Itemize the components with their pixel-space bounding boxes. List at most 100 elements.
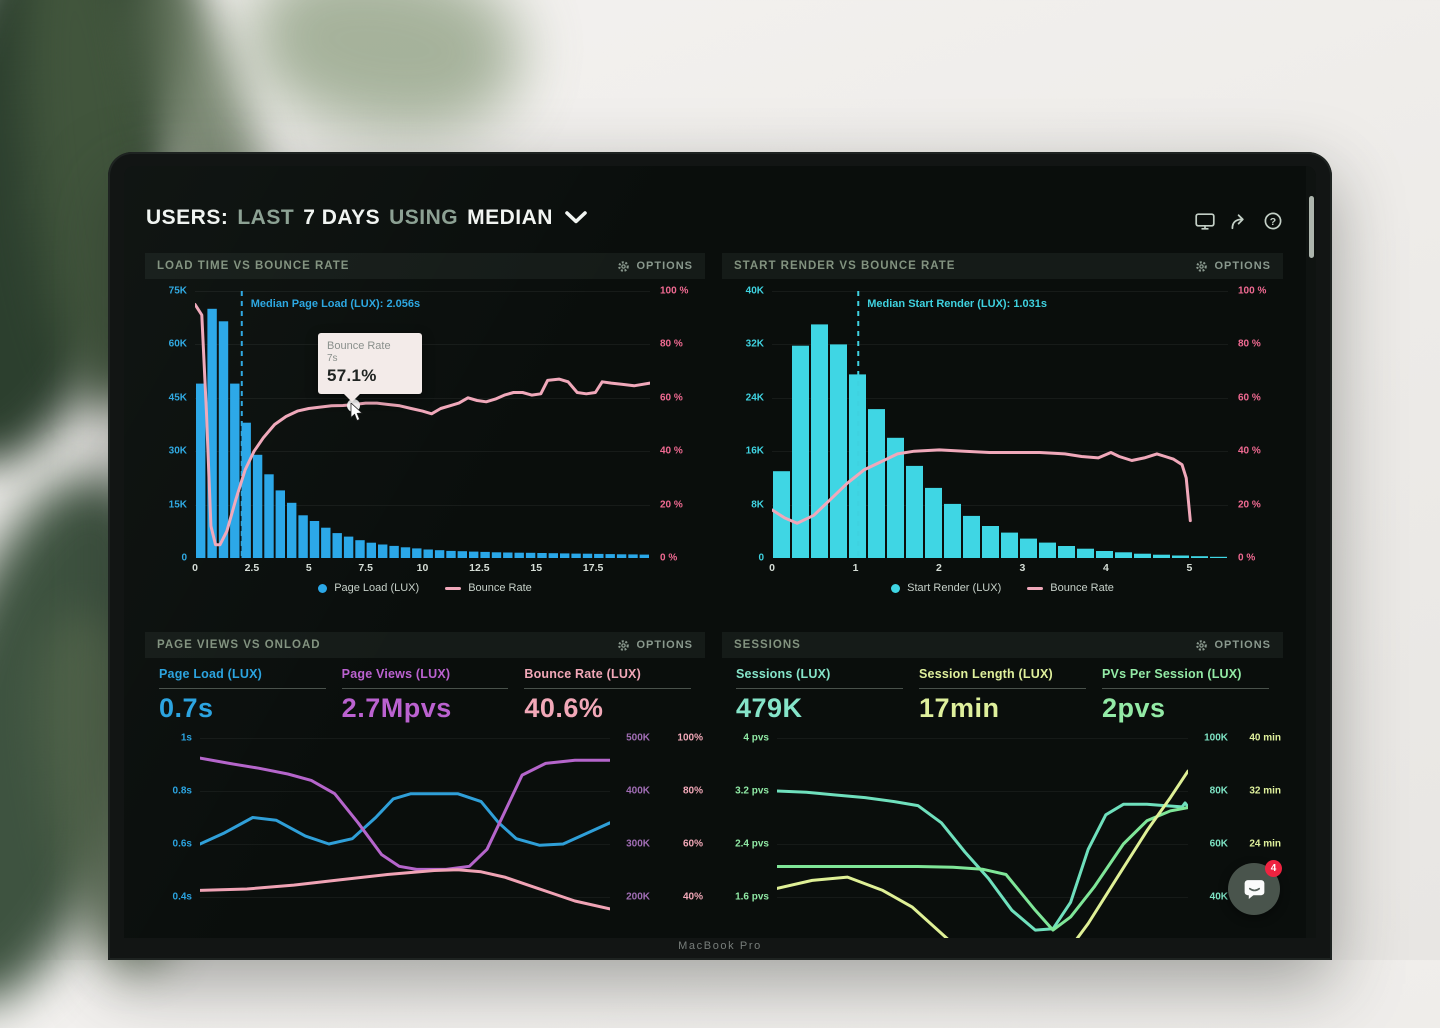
histogram-bar[interactable]	[811, 324, 828, 558]
histogram-bar[interactable]	[887, 437, 904, 558]
axis-tick: 3.2 pvs	[735, 785, 769, 797]
histogram-bar[interactable]	[1039, 542, 1056, 558]
histogram-bar[interactable]	[469, 551, 479, 558]
histogram-bar[interactable]	[400, 547, 411, 558]
histogram-bar[interactable]	[1153, 554, 1170, 558]
histogram-bar[interactable]	[423, 549, 433, 559]
histogram-bar[interactable]	[218, 321, 229, 558]
options-label: OPTIONS	[1214, 639, 1271, 651]
histogram-bar[interactable]	[868, 409, 885, 558]
histogram-bar[interactable]	[792, 345, 809, 558]
legend-item-line[interactable]: Bounce Rate	[445, 582, 532, 594]
histogram-bar[interactable]	[287, 502, 297, 558]
scrollbar-thumb[interactable]	[1309, 196, 1314, 258]
histogram-bar[interactable]	[548, 553, 558, 558]
histogram-bar[interactable]	[1134, 553, 1151, 558]
histogram-bar[interactable]	[1020, 538, 1037, 558]
x-axis: 0 2.5 5 7.5 10 12.5 15 17.5	[192, 561, 650, 576]
axis-tick: 0	[181, 552, 187, 564]
histogram-bar[interactable]	[525, 552, 536, 558]
view-selector-dropdown[interactable]: USERS: LAST 7 DAYS USING MEDIAN	[146, 206, 587, 230]
histogram-bar[interactable]	[457, 551, 467, 558]
histogram-bar[interactable]	[378, 544, 388, 559]
histogram-bar[interactable]	[1058, 546, 1075, 558]
plot-area[interactable]: Median Start Render (LUX): 1.031s	[772, 291, 1228, 558]
histogram-bar[interactable]	[207, 308, 217, 558]
bounce-rate-line	[195, 302, 650, 547]
histogram-bar[interactable]	[1210, 556, 1227, 558]
histogram-bar[interactable]	[906, 465, 923, 558]
axis-tick: 0	[758, 552, 764, 564]
legend-label: Bounce Rate	[1050, 582, 1114, 594]
histogram-bar[interactable]	[241, 422, 251, 558]
histogram-bar[interactable]	[639, 554, 649, 558]
histogram-bar[interactable]	[514, 552, 524, 558]
histogram-bar[interactable]	[582, 553, 593, 558]
dashboard-screen: USERS: LAST 7 DAYS USING MEDIAN ? LOAD T…	[124, 166, 1316, 938]
histogram-bar[interactable]	[560, 553, 570, 558]
options-button[interactable]: OPTIONS	[1195, 260, 1271, 273]
options-button[interactable]: OPTIONS	[617, 260, 693, 273]
histogram-bar[interactable]	[298, 515, 308, 558]
histogram-bar[interactable]	[1172, 555, 1189, 559]
histogram-bar[interactable]	[616, 554, 627, 558]
histogram-bar[interactable]	[491, 552, 502, 558]
axis-tick: 30K	[168, 445, 187, 457]
histogram-bar[interactable]	[264, 474, 274, 558]
histogram-bar[interactable]	[412, 548, 422, 558]
histogram-bar[interactable]	[343, 536, 354, 558]
options-button[interactable]: OPTIONS	[1195, 639, 1271, 652]
metric-label: Page Load (LUX)	[159, 667, 263, 681]
histogram-bar[interactable]	[571, 553, 581, 558]
histogram-bar[interactable]	[1077, 548, 1094, 558]
legend-item-line[interactable]: Bounce Rate	[1027, 582, 1114, 594]
chart-area: 1s 0.8s 0.6s 0.4s 500K 400K 300K 200K 100% 80% 6…	[145, 726, 705, 938]
legend-item-bars[interactable]: Start Render (LUX)	[891, 582, 1001, 594]
histogram-bar[interactable]	[309, 521, 320, 558]
histogram-bar[interactable]	[389, 545, 399, 558]
chat-widget-button[interactable]: 4	[1228, 860, 1282, 915]
share-icon[interactable]	[1230, 213, 1249, 230]
header-toolbar: ?	[1195, 212, 1282, 230]
histogram-bar[interactable]	[480, 551, 490, 558]
metrics-row: Sessions (LUX) 479K Session Length (LUX)…	[722, 658, 1283, 724]
histogram-bar[interactable]	[230, 383, 240, 558]
histogram-bar[interactable]	[944, 503, 961, 558]
histogram-bar[interactable]	[605, 554, 615, 558]
legend-line-icon	[1027, 586, 1044, 590]
histogram-bar[interactable]	[1115, 552, 1132, 558]
histogram-bar[interactable]	[1001, 532, 1018, 558]
histogram-bar[interactable]	[332, 533, 342, 558]
histogram-bar[interactable]	[594, 553, 604, 558]
options-button[interactable]: OPTIONS	[617, 639, 693, 652]
axis-tick: 45K	[168, 392, 187, 404]
histogram-bar[interactable]	[963, 515, 980, 558]
histogram-bar[interactable]	[252, 454, 263, 558]
axis-tick: 60K	[168, 338, 187, 350]
histogram-bar[interactable]	[925, 487, 942, 558]
axis-tick: 80%	[682, 785, 703, 797]
histogram-bar[interactable]	[537, 553, 547, 558]
histogram-bar[interactable]	[446, 550, 456, 558]
histogram-bar[interactable]	[196, 383, 206, 558]
panel-header: SESSIONS OPTIONS	[722, 632, 1283, 658]
plot-area[interactable]	[777, 726, 1188, 938]
histogram-bar[interactable]	[628, 554, 638, 558]
histogram-bar[interactable]	[1191, 556, 1208, 558]
histogram-bar[interactable]	[849, 374, 866, 558]
display-icon[interactable]	[1195, 212, 1215, 230]
histogram-bar[interactable]	[830, 344, 847, 558]
axis-tick: 24K	[745, 392, 764, 404]
histogram-bar[interactable]	[355, 540, 365, 558]
legend-item-bars[interactable]: Page Load (LUX)	[318, 582, 419, 594]
histogram-bar[interactable]	[982, 526, 999, 558]
histogram-bar[interactable]	[1096, 551, 1113, 558]
plot-area[interactable]	[200, 726, 610, 938]
histogram-bar[interactable]	[366, 542, 376, 558]
help-icon[interactable]: ?	[1264, 212, 1282, 230]
plot-area[interactable]: Median Page Load (LUX): 2.056s Bounce Ra…	[195, 291, 650, 558]
histogram-bar[interactable]	[434, 550, 445, 558]
histogram-bar[interactable]	[503, 552, 513, 559]
histogram-bar[interactable]	[321, 527, 331, 558]
histogram-bar[interactable]	[275, 490, 285, 558]
